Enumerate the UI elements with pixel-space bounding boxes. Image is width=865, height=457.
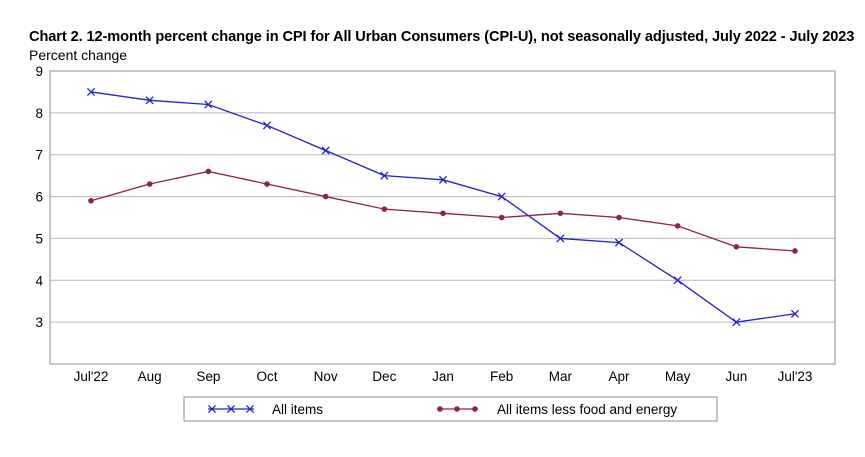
data-point-all-items — [145, 96, 154, 105]
data-point-core — [674, 223, 681, 229]
x-tick-label: Dec — [372, 369, 396, 384]
data-point-all-items — [380, 171, 389, 180]
plot-area — [49, 70, 836, 365]
legend-marker-circle — [454, 406, 460, 412]
legend-marker-x — [226, 404, 236, 414]
legend-marker-circle — [437, 406, 443, 412]
x-tick-label: Jun — [725, 369, 747, 384]
data-point-all-items — [262, 121, 272, 130]
data-point-all-items — [438, 175, 448, 184]
data-point-all-items — [790, 309, 800, 318]
data-point-core — [381, 206, 388, 212]
legend-marker-x — [245, 404, 255, 414]
data-point-core — [616, 214, 622, 221]
data-point-core — [205, 168, 212, 175]
x-tick-label: Jul'23 — [778, 369, 813, 384]
legend-label-core: All items less food and energy — [497, 402, 677, 417]
data-point-all-items — [321, 146, 330, 155]
x-tick-label: Feb — [490, 369, 513, 384]
legend-marker-x — [207, 404, 217, 414]
y-tick-label: 3 — [35, 315, 43, 330]
data-point-all-items — [556, 234, 565, 243]
data-point-core — [557, 210, 564, 217]
data-point-core — [88, 197, 94, 204]
x-tick-label: Apr — [608, 369, 630, 384]
y-axis-label: Percent change — [29, 47, 128, 63]
data-point-all-items — [673, 276, 682, 285]
x-tick-label: Sep — [196, 369, 220, 384]
x-tick-label: Aug — [138, 369, 162, 384]
data-point-core — [733, 244, 740, 250]
y-tick-label: 4 — [35, 273, 43, 288]
x-tick-label: Mar — [549, 369, 573, 384]
legend-label-all-items: All items — [272, 402, 323, 417]
y-tick-label: 6 — [35, 190, 43, 205]
y-tick-label: 5 — [35, 231, 43, 246]
data-point-core — [440, 210, 446, 217]
x-tick-label: Nov — [314, 369, 338, 384]
x-tick-label: Jul'22 — [74, 369, 109, 384]
data-point-core — [264, 181, 270, 187]
series-line-1 — [90, 91, 796, 323]
data-point-all-items — [86, 87, 96, 96]
data-point-all-items — [204, 100, 213, 109]
data-point-all-items — [614, 238, 624, 247]
y-tick-label: 8 — [35, 106, 43, 121]
x-tick-label: Jan — [432, 369, 454, 384]
y-tick-label: 9 — [35, 64, 43, 79]
data-point-core — [322, 193, 329, 200]
data-point-all-items — [497, 192, 506, 201]
x-tick-label: May — [665, 369, 691, 384]
data-point-core — [498, 214, 505, 221]
chart-title: Chart 2. 12-month percent change in CPI … — [29, 29, 855, 45]
legend-marker-circle — [472, 406, 478, 412]
data-point-all-items — [732, 318, 741, 327]
y-tick-label: 7 — [35, 148, 43, 163]
x-tick-label: Oct — [256, 369, 277, 384]
data-point-core — [792, 248, 798, 254]
data-point-core — [146, 181, 153, 187]
